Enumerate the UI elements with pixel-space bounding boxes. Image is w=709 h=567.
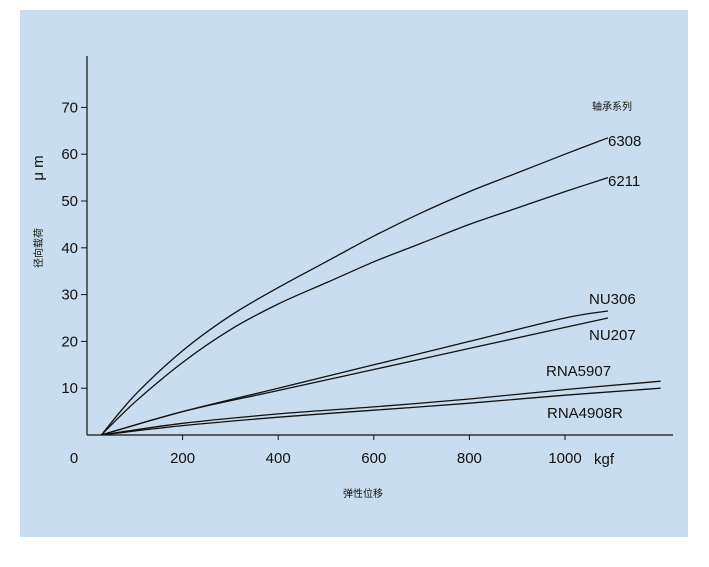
- series-label-rna5907: RNA5907: [546, 363, 611, 380]
- series-label-nu207: NU207: [589, 327, 636, 344]
- x-tick-label: 0: [70, 450, 78, 467]
- series-line-rna5907: [101, 380, 661, 436]
- series-line-6211: [100, 176, 609, 436]
- series-lines: [100, 137, 661, 436]
- series-line-6308: [100, 137, 609, 436]
- x-axis-unit: kgf: [594, 451, 615, 468]
- x-tick-label: 400: [266, 450, 291, 467]
- y-tick-label: 40: [61, 240, 78, 257]
- x-tick-label: 1000: [548, 450, 581, 467]
- series-label-nu306: NU306: [589, 291, 636, 308]
- y-tick-label: 10: [61, 380, 78, 397]
- series-label-rna4908r: RNA4908R: [547, 405, 623, 422]
- x-tick-label: 600: [361, 450, 386, 467]
- y-axis-unit: μ m: [30, 155, 47, 180]
- chart-svg: 10 20 30 40 50 60 70 0 200 400 600 800 1000 6308 6211…: [30, 56, 673, 500]
- y-tick-label: 50: [61, 193, 78, 210]
- series-label-6308: 6308: [608, 133, 641, 150]
- series-label-6211: 6211: [608, 173, 640, 190]
- x-tick-label: 800: [457, 450, 482, 467]
- series-line-nu306: [101, 310, 609, 436]
- y-tick-label: 70: [61, 99, 78, 116]
- x-tick-label: 200: [170, 450, 195, 467]
- series-line-nu207: [101, 317, 609, 436]
- ticks: 10 20 30 40 50 60 70 0 200 400 600 800 1000: [61, 99, 581, 467]
- y-tick-label: 30: [61, 287, 78, 304]
- x-axis-label: 弹性位移: [343, 487, 383, 500]
- y-tick-label: 60: [61, 146, 78, 163]
- axes: [86, 56, 673, 436]
- series-line-rna4908r: [101, 387, 661, 436]
- chart-panel: 10 20 30 40 50 60 70 0 200 400 600 800 1000 6308 6211…: [20, 10, 688, 537]
- series-labels: 6308 6211 NU306 NU207 RNA5907 RNA4908R: [546, 133, 641, 422]
- y-tick-label: 20: [61, 333, 78, 350]
- legend-title: 轴承系列: [592, 100, 632, 113]
- y-axis-label: 径向载荷: [32, 228, 45, 268]
